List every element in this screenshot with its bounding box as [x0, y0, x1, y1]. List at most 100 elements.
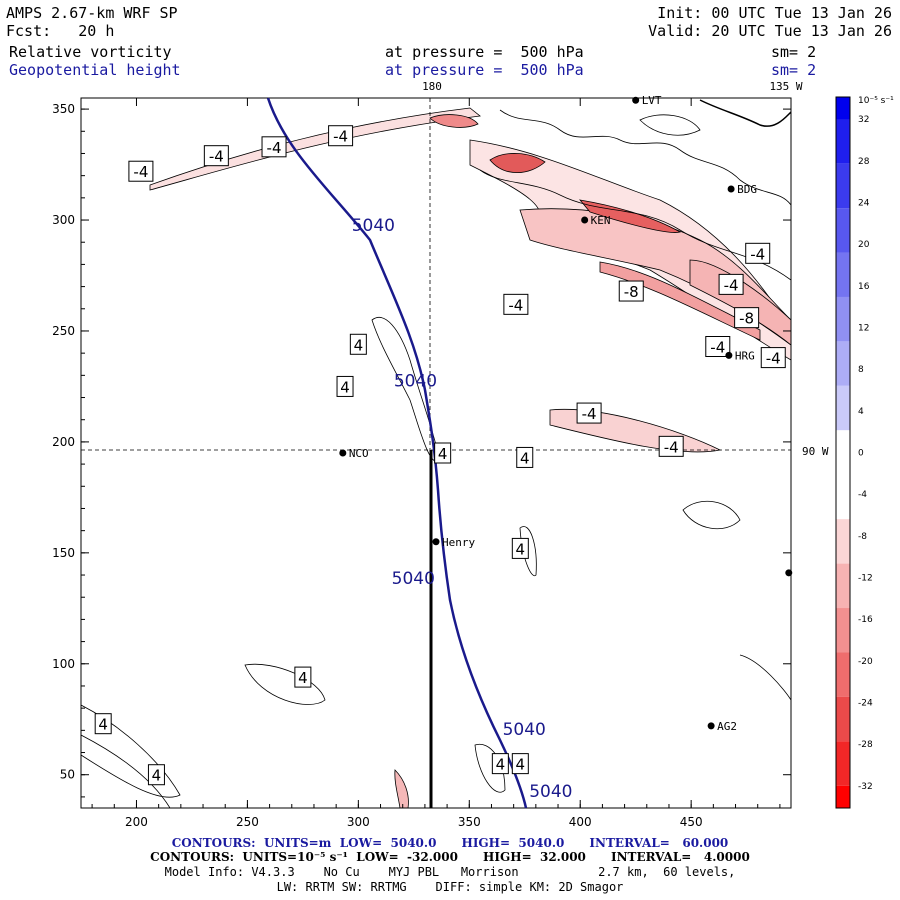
vort-label: 4 [349, 333, 367, 355]
vort-label: -4 [261, 136, 287, 158]
x-tick-label: 300 [347, 815, 370, 829]
valid-time: Valid: 20 UTC Tue 13 Jan 26 [648, 22, 892, 40]
colorbar-swatch [836, 563, 850, 609]
vort-contour-ne-1 [499, 109, 791, 206]
y-tick-label: 50 [60, 768, 75, 782]
vort-label-text: -8 [624, 283, 639, 301]
vort-label: -4 [745, 242, 771, 264]
vort-label-text: -4 [508, 296, 523, 314]
vort-label-box [718, 273, 744, 295]
vort-label-box [618, 280, 644, 302]
vort-label: -4 [576, 402, 602, 424]
vort-label-text: 4 [152, 767, 162, 785]
pos-vort-contour-8 [739, 654, 791, 701]
colorbar-swatch [836, 163, 850, 209]
vort-label-text: -4 [710, 339, 725, 357]
y-tick-label: 250 [52, 324, 75, 338]
vort-label-box [491, 753, 509, 775]
station-dot [632, 96, 640, 104]
station-label: BDG [737, 183, 757, 196]
vort-label: -8 [618, 280, 644, 302]
colorbar-label: -4 [858, 490, 867, 500]
station-label: LVT [642, 94, 662, 107]
lon-135w-label: 135 W [769, 80, 802, 93]
station-dot [785, 569, 793, 577]
smooth-vorticity: sm= 2 [771, 43, 817, 61]
colorbar-label: 4 [858, 407, 864, 417]
y-tick-label: 100 [52, 657, 75, 671]
colorbar-label: 28 [858, 157, 870, 167]
station-label: Henry [442, 536, 475, 549]
colorbar-label: -12 [858, 573, 873, 583]
vort-label: 4 [516, 446, 534, 468]
station-dot [727, 185, 735, 193]
vort-label-box [328, 125, 354, 147]
pos-vort-contour-5 [81, 734, 171, 808]
x-tick-label: 250 [236, 815, 259, 829]
vort-label-text: -4 [209, 148, 224, 166]
height-contour-labels: 5040 5040 5040 5040 5040 [352, 216, 573, 802]
vort-label-box [349, 333, 367, 355]
vort-label-box [261, 136, 287, 158]
y-axis-ticks: 350 300 250 200 150 100 50 [52, 102, 791, 798]
vort-label: 4 [434, 442, 452, 464]
vort-label-box [576, 402, 602, 424]
station-markers: LVT BDG KEN HRG NCO Henry AG2 [339, 94, 793, 733]
colorbar-swatch [836, 341, 850, 386]
footer-physics: LW: RRTM SW: RRTMG DIFF: simple KM: 2D S… [276, 880, 624, 894]
vort-label-box [705, 336, 731, 357]
x-tick-label: 400 [569, 815, 592, 829]
colorbar-label: 0 [858, 449, 864, 459]
y-tick-label: 300 [52, 213, 75, 227]
level-height: at pressure = 500 hPa [385, 61, 584, 79]
field-vorticity: Relative vorticity [9, 43, 172, 61]
station-dot [581, 216, 589, 224]
vort-label-box [511, 753, 529, 775]
colorbar-swatch [836, 696, 850, 742]
vort-label-box [745, 242, 771, 264]
vort-label: 4 [336, 375, 354, 397]
height-label: 5040 [394, 371, 437, 391]
colorbar-swatch [836, 296, 850, 342]
vort-label-box [294, 666, 312, 688]
colorbar-swatch [836, 430, 850, 475]
station-dot [339, 449, 347, 457]
vort-label-text: -4 [750, 245, 765, 263]
vort-label: 4 [511, 753, 529, 775]
level-vorticity: at pressure = 500 hPa [385, 43, 584, 61]
colorbar-swatch [836, 608, 850, 653]
footer-vort-contours: CONTOURS: UNITS=10⁻⁵ s⁻¹ LOW= -32.000 HI… [150, 850, 750, 864]
colorbar-label: 24 [858, 199, 870, 209]
vort-label-text: -4 [133, 163, 148, 181]
station-label: AG2 [717, 720, 737, 733]
vort-label-box [128, 160, 154, 182]
pos-vort-contour-3 [244, 663, 326, 705]
colorbar-unit: 10⁻⁵ s⁻¹ [858, 96, 894, 106]
colorbar-swatch [836, 741, 850, 786]
vort-label: -4 [658, 435, 684, 457]
vort-label: 4 [511, 537, 529, 559]
vort-label: 4 [94, 713, 112, 735]
vort-label-text: 4 [98, 716, 108, 734]
vort-label: -4 [503, 293, 529, 315]
init-time: Init: 00 UTC Tue 13 Jan 26 [657, 4, 892, 22]
colorbar-swatch [836, 652, 850, 697]
height-contour-5040 [266, 97, 528, 809]
neg-vort-sliver-south [394, 769, 409, 808]
vort-label-box [203, 145, 229, 167]
vort-label-text: -4 [664, 438, 679, 456]
vort-label-text: -4 [724, 276, 739, 294]
pos-vort-contour-7 [682, 501, 741, 529]
vort-label-text: -4 [333, 128, 348, 146]
station-dot [707, 722, 715, 730]
colorbar-label: 32 [858, 115, 869, 125]
colorbar-swatch [836, 252, 850, 297]
vort-label-text: 4 [516, 756, 526, 774]
vort-label-box [503, 293, 529, 315]
height-label: 5040 [352, 216, 395, 236]
vort-label-box [434, 442, 452, 464]
vort-label: -4 [328, 125, 354, 147]
colorbar-label: -28 [858, 740, 873, 750]
vort-label-box [511, 537, 529, 559]
